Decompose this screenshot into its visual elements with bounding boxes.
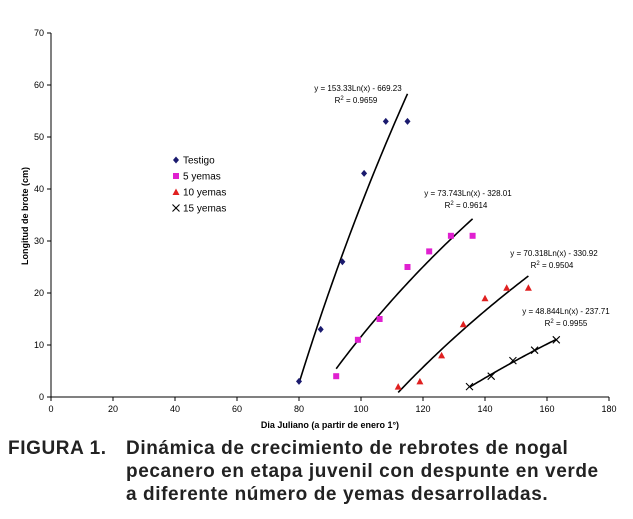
y-tick-label: 20 — [34, 288, 44, 298]
x-tick-label: 0 — [48, 404, 53, 414]
legend-label-10-yemas: 10 yemas — [183, 188, 226, 199]
x-tick-label: 60 — [232, 404, 242, 414]
point-testigo — [404, 117, 411, 125]
trendlines — [298, 93, 557, 394]
point-testigo — [317, 325, 324, 333]
trend-equation-10-yemas: y = 70.318Ln(x) - 330.92 — [510, 249, 598, 258]
point-15-yemas — [530, 346, 539, 355]
y-tick-label: 50 — [34, 132, 44, 142]
point-10-yemas — [438, 351, 446, 359]
point-15-yemas — [465, 382, 474, 391]
caption-line-3: a diferente número de yemas desarrollada… — [126, 484, 549, 505]
y-axis-label: Longitud de brote (cm) — [20, 167, 30, 265]
x-tick-label: 140 — [477, 404, 492, 414]
point-10-yemas — [459, 320, 467, 328]
x-tick-label: 80 — [294, 404, 304, 414]
legend-label-15-yemas: 15 yemas — [183, 204, 226, 215]
legend-marker-5-yemas — [173, 173, 179, 179]
trendline-testigo — [298, 93, 409, 384]
point-15-yemas — [552, 335, 561, 344]
legend: Testigo 5 yemas 10 yemas 15 yemas — [172, 156, 226, 215]
legend-label-5-yemas: 5 yemas — [183, 172, 221, 183]
legend-marker-10-yemas — [172, 188, 180, 195]
point-15-yemas — [487, 372, 496, 381]
trend-equation-15-yemas: y = 48.844Ln(x) - 237.71 — [522, 307, 610, 316]
trend-equation-testigo: y = 153.33Ln(x) - 669.23 — [314, 84, 402, 93]
x-tick-label: 120 — [415, 404, 430, 414]
trend-r2-15-yemas: R2 = 0.9955 — [545, 319, 588, 328]
point-testigo — [382, 117, 389, 125]
point-5-yemas — [469, 232, 476, 239]
figure-caption: FIGURA 1. Dinámica de crecimiento de rebr… — [8, 437, 628, 506]
x-tick-label: 160 — [539, 404, 554, 414]
point-5-yemas — [376, 316, 383, 322]
y-tick-label: 70 — [34, 28, 44, 38]
point-10-yemas — [394, 383, 402, 390]
trend-r2-5-yemas: R2 = 0.9614 — [445, 201, 488, 210]
point-testigo — [361, 169, 368, 177]
point-10-yemas — [524, 284, 532, 291]
point-5-yemas — [426, 248, 433, 255]
trend-equations: y = 153.33Ln(x) - 669.23 R2 = 0.9659 y = 7… — [314, 84, 610, 328]
point-10-yemas — [481, 294, 489, 302]
x-tick-label: 100 — [353, 404, 368, 414]
legend-label-testigo: Testigo — [183, 156, 215, 167]
point-10-yemas — [416, 377, 424, 385]
trendline-10-yemas — [397, 275, 529, 394]
point-5-yemas — [404, 264, 411, 270]
point-15-yemas — [509, 356, 517, 365]
y-tick-label: 30 — [34, 236, 44, 246]
legend-marker-15-yemas — [172, 204, 180, 212]
point-testigo — [339, 258, 346, 266]
caption-line-1: Dinámica de crecimiento de rebrotes de n… — [126, 438, 569, 459]
legend-marker-testigo — [173, 156, 179, 164]
data-points — [296, 117, 561, 391]
trendline-5-yemas — [335, 218, 474, 370]
y-tick-label: 10 — [34, 340, 44, 350]
y-tick-label: 40 — [34, 184, 44, 194]
x-tick-label: 40 — [170, 404, 180, 414]
trend-equation-5-yemas: y = 73.743Ln(x) - 328.01 — [424, 189, 512, 198]
point-5-yemas — [447, 232, 454, 239]
x-tick-label: 180 — [601, 404, 616, 414]
trendline-15-yemas — [469, 338, 557, 388]
point-5-yemas — [333, 373, 340, 380]
axes: 0 10 20 30 40 50 60 70 0 20 40 60 80 100 120 140 160 180 — [34, 28, 617, 414]
trend-r2-10-yemas: R2 = 0.9504 — [531, 261, 574, 270]
x-tick-label: 20 — [108, 404, 118, 414]
point-testigo — [296, 377, 302, 385]
x-axis-label: Dia Juliano (a partir de enero 1°) — [261, 420, 399, 430]
caption-line-2: pecanero en etapa juvenil con despunte e… — [126, 461, 599, 482]
trend-r2-testigo: R2 = 0.9659 — [335, 96, 378, 105]
point-10-yemas — [503, 284, 511, 291]
y-tick-label: 0 — [39, 392, 44, 402]
point-5-yemas — [354, 336, 361, 343]
caption-label: FIGURA 1. — [8, 438, 107, 459]
y-tick-label: 60 — [34, 80, 44, 90]
